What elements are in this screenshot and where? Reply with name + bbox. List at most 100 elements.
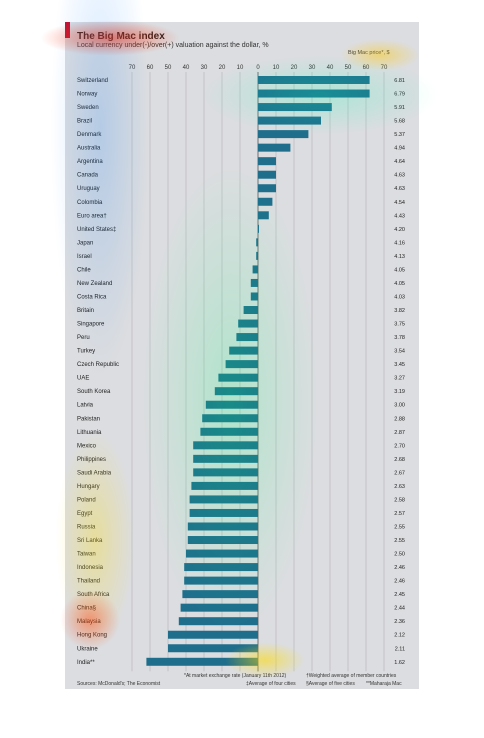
category-label: Norway xyxy=(77,92,97,98)
category-label: South Korea xyxy=(77,389,111,395)
x-tick-label: 10 xyxy=(273,65,280,71)
bar xyxy=(178,617,258,626)
category-label: Chile xyxy=(77,267,91,273)
price-label: 4.94 xyxy=(394,146,405,152)
bar xyxy=(258,89,370,98)
price-label: 2.45 xyxy=(394,592,405,598)
bar xyxy=(258,211,269,220)
bar xyxy=(258,197,273,206)
category-label: Costa Rica xyxy=(77,294,107,300)
bar xyxy=(189,495,258,504)
bar xyxy=(243,306,258,315)
price-label: 3.19 xyxy=(394,389,405,395)
price-label: 4.05 xyxy=(394,281,405,287)
category-label: Indonesia xyxy=(77,565,104,571)
category-label: Poland xyxy=(77,497,96,503)
category-label: UAE xyxy=(77,376,89,382)
bar xyxy=(205,400,258,409)
price-label: 5.91 xyxy=(394,105,405,111)
price-label: 4.63 xyxy=(394,173,405,179)
category-label: Canada xyxy=(77,173,99,179)
price-label: 2.63 xyxy=(394,484,405,490)
category-label: Hong Kong xyxy=(77,633,107,639)
category-label: Thailand xyxy=(77,579,100,585)
price-label: 1.62 xyxy=(394,660,405,666)
x-tick-label: 60 xyxy=(147,65,154,71)
x-tick-label: 70 xyxy=(381,65,388,71)
bar xyxy=(180,603,258,612)
category-label: Turkey xyxy=(77,349,95,355)
price-label: 2.50 xyxy=(394,552,405,558)
x-tick-label: 10 xyxy=(237,65,244,71)
price-label: 2.58 xyxy=(394,497,405,503)
category-label: Philippines xyxy=(77,457,106,463)
price-label: 2.88 xyxy=(394,416,405,422)
bar xyxy=(258,157,276,166)
bar xyxy=(187,536,258,545)
x-tick-label: 20 xyxy=(291,65,298,71)
chart-source: Sources: McDonald's; The Economist xyxy=(77,681,161,687)
category-label: Taiwan xyxy=(77,552,96,558)
category-label: China§ xyxy=(77,606,96,612)
bar xyxy=(256,251,258,260)
category-label: Singapore xyxy=(77,322,105,328)
price-label: 4.05 xyxy=(394,267,405,273)
category-label: Malaysia xyxy=(77,619,101,625)
price-label: 2.67 xyxy=(394,470,405,476)
price-label: 2.68 xyxy=(394,457,405,463)
price-label: 3.82 xyxy=(394,308,405,314)
price-label: 5.37 xyxy=(394,132,405,138)
price-label: 2.11 xyxy=(395,646,405,652)
x-tick-label: 50 xyxy=(345,65,352,71)
price-label: 2.46 xyxy=(394,579,405,585)
bar xyxy=(258,170,276,179)
category-label: Switzerland xyxy=(77,78,108,84)
category-label: Britain xyxy=(77,308,94,314)
bar xyxy=(193,468,258,477)
category-label: Ukraine xyxy=(77,646,98,652)
bar xyxy=(258,130,309,139)
price-label: 5.68 xyxy=(394,119,405,125)
price-label: 4.03 xyxy=(394,294,405,300)
category-label: Uruguay xyxy=(77,186,100,192)
price-label: 6.81 xyxy=(394,78,405,84)
bar xyxy=(187,522,258,531)
x-tick-label: 20 xyxy=(219,65,226,71)
footnote-maharaja-mac: **Maharaja Mac xyxy=(366,681,402,687)
bar xyxy=(202,414,258,423)
price-label: 2.55 xyxy=(394,538,405,544)
category-label: India** xyxy=(77,660,95,666)
category-label: United States‡ xyxy=(77,227,116,233)
bar xyxy=(252,265,258,274)
price-label: 3.00 xyxy=(394,403,405,409)
price-label: 4.16 xyxy=(394,240,405,246)
category-label: New Zealand xyxy=(77,281,112,287)
bar xyxy=(256,238,258,247)
price-label: 2.55 xyxy=(394,524,405,530)
price-label: 2.46 xyxy=(394,565,405,571)
price-label: 3.75 xyxy=(394,322,405,328)
category-label: Colombia xyxy=(77,200,103,206)
category-label: Saudi Arabia xyxy=(77,470,112,476)
price-label: 4.54 xyxy=(394,200,405,206)
bar xyxy=(250,278,258,287)
footnote-weighted-average: †Weighted average of member countries xyxy=(306,673,397,679)
price-label: 2.70 xyxy=(394,443,405,449)
category-label: Argentina xyxy=(77,159,103,165)
price-label: 2.57 xyxy=(394,511,405,517)
price-label: 2.44 xyxy=(394,606,405,612)
bar xyxy=(193,441,258,450)
bar xyxy=(168,644,258,653)
bar xyxy=(214,387,258,396)
bar xyxy=(238,319,258,328)
bar xyxy=(186,549,258,558)
bar xyxy=(225,360,258,369)
category-label: Czech Republic xyxy=(77,362,119,368)
bar xyxy=(189,508,258,517)
price-label: 4.13 xyxy=(394,254,405,260)
category-label: Brazil xyxy=(77,119,92,125)
category-label: Sri Lanka xyxy=(77,538,103,544)
bar xyxy=(258,224,259,233)
price-label: 3.27 xyxy=(394,376,405,382)
